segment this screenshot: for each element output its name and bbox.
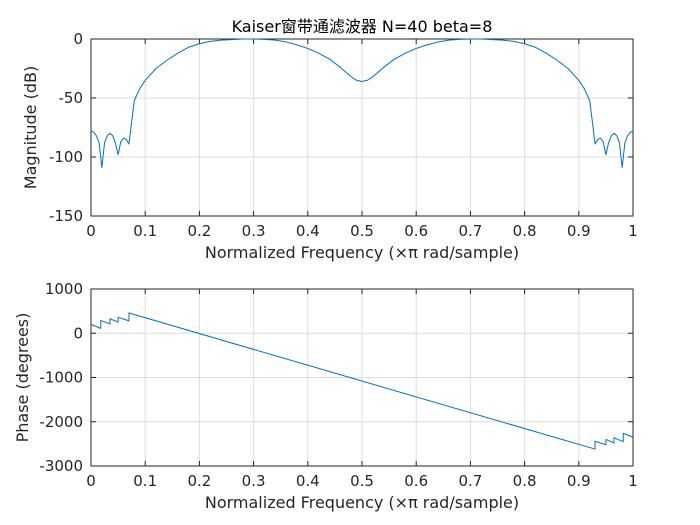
phase-axes-frame: [90, 288, 634, 467]
magnitude-x-tick-label: 0: [86, 222, 96, 240]
magnitude-x-tick-label: 0.5: [350, 222, 374, 240]
magnitude-x-tick-label: 0.8: [513, 222, 537, 240]
magnitude-x-axis-label: Normalized Frequency (×π rad/sample): [205, 243, 519, 262]
phase-y-axis-label: Phase (degrees): [13, 313, 32, 443]
phase-x-tick-label: 0: [86, 472, 96, 490]
phase-x-tick-label: 0.1: [133, 472, 157, 490]
phase-x-tick-label: 0.8: [513, 472, 537, 490]
magnitude-y-tick-label: 0: [73, 30, 83, 48]
magnitude-x-tick-label: 0.9: [567, 222, 591, 240]
phase-y-tick-label: -1000: [39, 369, 83, 387]
phase-axes: 0 0.1 0.2 0.3 0.4 0.5 0.6 0.7 0.8 0.9 1 1000 0 -1000 -…: [13, 280, 638, 512]
phase-x-tick-label: 0.2: [187, 472, 211, 490]
magnitude-x-tick-label: 0.1: [133, 222, 157, 240]
phase-x-tick-label: 0.5: [350, 472, 374, 490]
magnitude-axes-frame: [90, 38, 634, 217]
phase-y-tick-label: -3000: [39, 457, 83, 475]
magnitude-x-tick-label: 0.3: [242, 222, 266, 240]
phase-x-tick-label: 0.4: [296, 472, 320, 490]
magnitude-response-line: [90, 38, 634, 169]
phase-response-line: [90, 312, 634, 450]
magnitude-x-tick-label: 0.7: [458, 222, 482, 240]
phase-x-tick-label: 0.6: [404, 472, 428, 490]
magnitude-y-tick-label: -100: [49, 148, 83, 166]
phase-x-tick-label: 0.7: [458, 472, 482, 490]
magnitude-x-tick-label: 0.2: [187, 222, 211, 240]
phase-y-tick-label: 0: [73, 324, 83, 342]
phase-x-axis-label: Normalized Frequency (×π rad/sample): [205, 493, 519, 512]
magnitude-chart-title: Kaiser窗带通滤波器 N=40 beta=8: [232, 17, 493, 36]
magnitude-x-tick-label: 0.4: [296, 222, 320, 240]
magnitude-y-axis-label: Magnitude (dB): [21, 66, 40, 189]
magnitude-axes: 0 0.1 0.2 0.3 0.4 0.5 0.6 0.7 0.8 0.9 1 0 -50 -100 -15…: [21, 17, 638, 262]
magnitude-y-tick-label: -50: [59, 89, 84, 107]
phase-y-tick-label: -2000: [39, 413, 83, 431]
phase-x-tick-label: 0.3: [242, 472, 266, 490]
magnitude-y-tick-label: -150: [49, 207, 83, 225]
phase-x-tick-label: 1: [628, 472, 638, 490]
magnitude-x-tick-label: 0.6: [404, 222, 428, 240]
phase-x-tick-label: 0.9: [567, 472, 591, 490]
phase-y-tick-label: 1000: [45, 280, 83, 298]
magnitude-x-tick-label: 1: [628, 222, 638, 240]
